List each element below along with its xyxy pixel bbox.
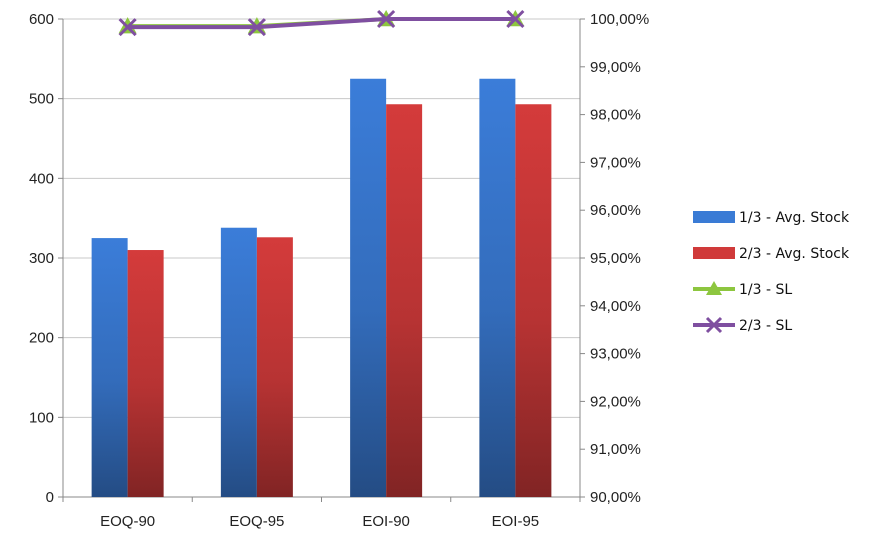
legend: 1/3 - Avg. Stock 2/3 - Avg. Stock 1/3 - SL… xyxy=(693,210,850,334)
right-tick-label: 100,00% xyxy=(590,11,649,28)
left-tick-label: 300 xyxy=(29,250,54,267)
data-point xyxy=(377,9,396,29)
right-tick-label: 99,00% xyxy=(590,59,641,76)
legend-label: 2/3 - SL xyxy=(739,318,792,334)
data-point xyxy=(118,18,137,37)
right-tick-label: 91,00% xyxy=(590,441,641,458)
axis-labels: 0 100 200 300 400 500 600 90,00% 91,00% 92,00% 93,… xyxy=(29,11,649,530)
bar xyxy=(256,237,293,497)
data-point xyxy=(506,9,525,29)
left-tick-label: 100 xyxy=(29,409,54,426)
bar xyxy=(479,78,516,497)
bar xyxy=(220,227,257,497)
legend-label: 1/3 - SL xyxy=(739,282,792,298)
left-tick-label: 200 xyxy=(29,330,54,347)
data-point xyxy=(247,18,266,37)
left-tick-label: 0 xyxy=(46,489,54,506)
right-tick-label: 97,00% xyxy=(590,154,641,171)
right-tick-label: 93,00% xyxy=(590,346,641,363)
bar xyxy=(350,78,387,497)
sl-lines xyxy=(118,9,525,37)
bar xyxy=(386,104,423,497)
legend-marker xyxy=(706,281,722,295)
right-tick-label: 90,00% xyxy=(590,489,641,506)
right-tick-label: 92,00% xyxy=(590,393,641,410)
right-tick-label: 96,00% xyxy=(590,202,641,219)
category-label: EOQ-95 xyxy=(229,513,284,530)
right-tick-label: 98,00% xyxy=(590,107,641,124)
bar xyxy=(515,104,552,497)
category-label: EOQ-90 xyxy=(100,513,155,530)
series-line xyxy=(127,17,516,30)
legend-label: 1/3 - Avg. Stock xyxy=(739,210,850,226)
legend-swatch xyxy=(693,211,735,223)
right-tick-label: 95,00% xyxy=(590,250,641,267)
left-tick-label: 500 xyxy=(29,91,54,108)
bar xyxy=(91,238,128,498)
category-label: EOI-90 xyxy=(362,513,410,530)
left-tick-label: 400 xyxy=(29,170,54,187)
bars xyxy=(91,78,552,498)
left-tick-label: 600 xyxy=(29,11,54,28)
legend-label: 2/3 - Avg. Stock xyxy=(739,246,850,262)
legend-marker xyxy=(705,316,723,334)
legend-swatch xyxy=(693,247,735,259)
right-tick-label: 94,00% xyxy=(590,298,641,315)
bar xyxy=(127,250,164,497)
category-label: EOI-95 xyxy=(492,513,540,530)
